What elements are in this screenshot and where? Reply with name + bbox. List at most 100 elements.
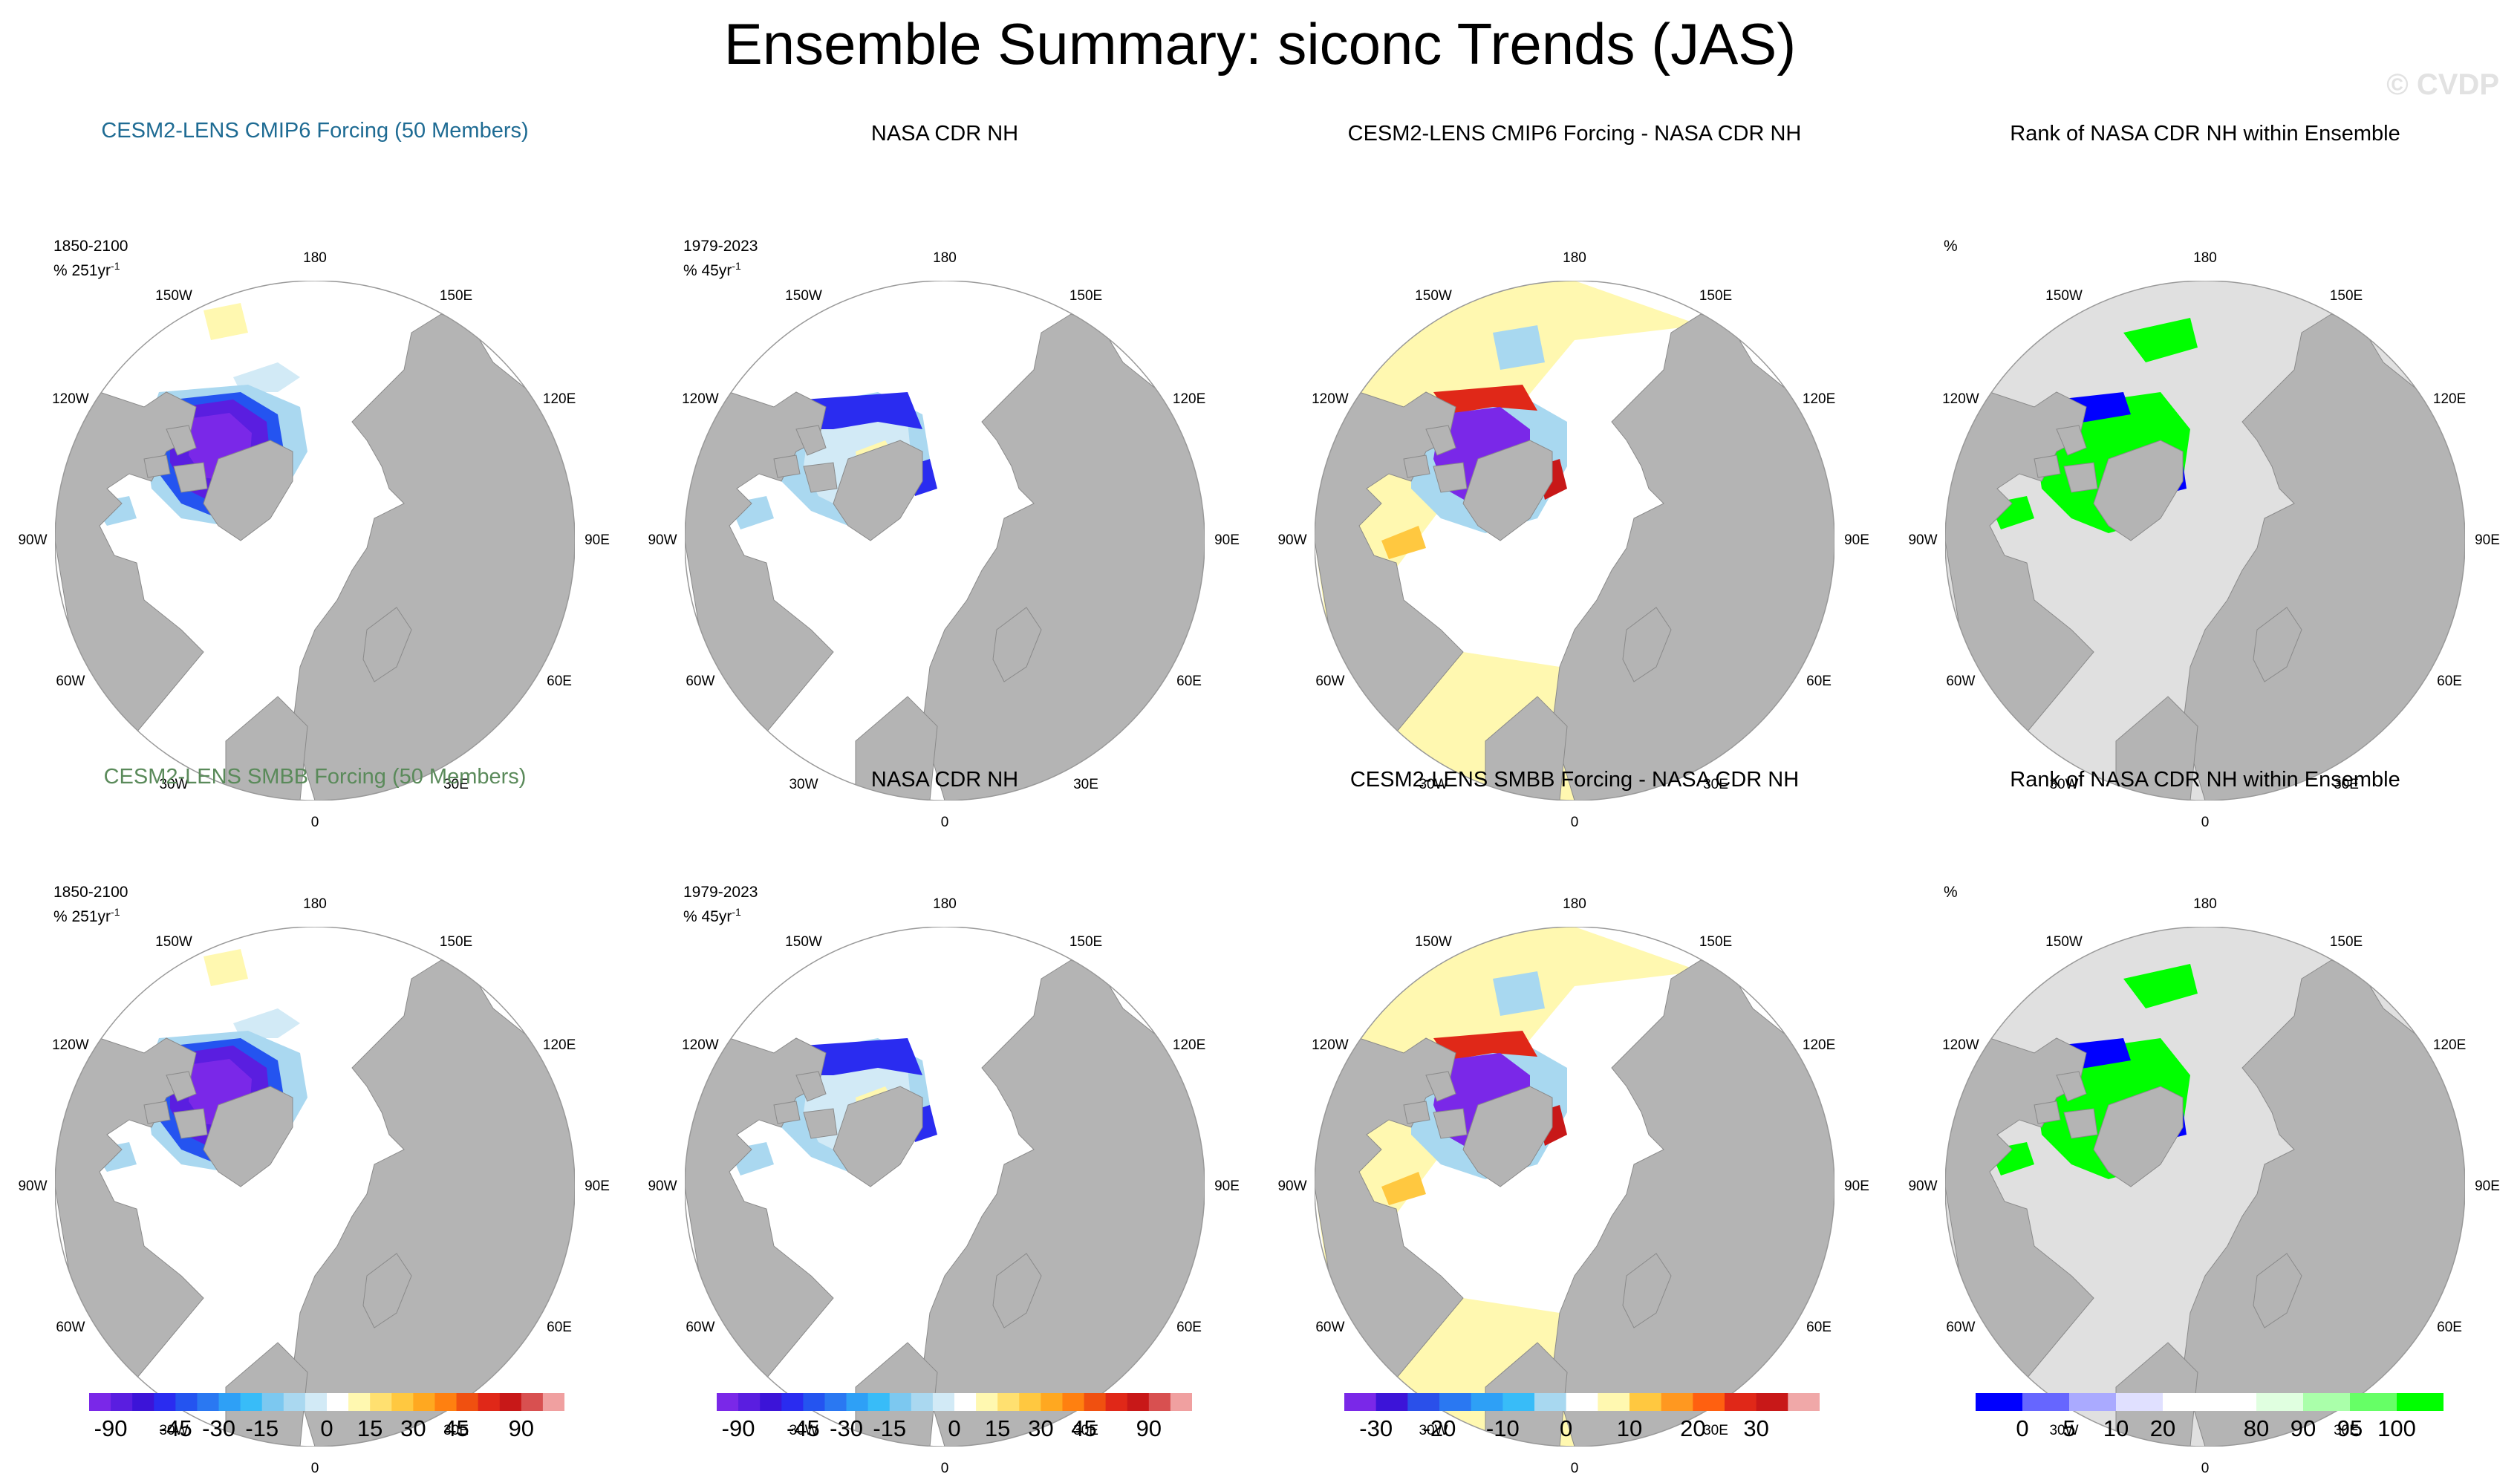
colorbar-label: -15 bbox=[873, 1415, 907, 1441]
lon-label: 30E bbox=[1073, 1423, 1098, 1439]
colorbar-label: -45 bbox=[786, 1415, 820, 1441]
colorbar-swatch bbox=[2069, 1393, 2117, 1411]
lon-label: 30W bbox=[789, 1423, 818, 1439]
colorbar-swatch bbox=[89, 1393, 111, 1411]
colorbar-swatch bbox=[434, 1393, 458, 1411]
lon-label: 0 bbox=[940, 815, 949, 830]
colorbar-swatch bbox=[305, 1393, 328, 1411]
polar-map bbox=[55, 281, 575, 801]
period-label: 1850-2100 bbox=[53, 884, 128, 901]
lon-label: 150E bbox=[439, 933, 473, 950]
colorbar-swatch bbox=[132, 1393, 154, 1411]
map-panel-p11: CESM2-LENS CMIP6 Forcing (50 Members) 185… bbox=[0, 111, 630, 830]
field-region bbox=[1433, 1031, 1537, 1060]
colorbar-swatch bbox=[1598, 1393, 1630, 1411]
land-mass bbox=[143, 1071, 208, 1139]
lon-label: 120W bbox=[52, 391, 89, 407]
land-mass bbox=[2093, 440, 2184, 541]
colorbar-swatch bbox=[867, 1393, 891, 1411]
lon-label: 90E bbox=[2475, 1178, 2500, 1194]
colorbar-swatch bbox=[1344, 1393, 1377, 1411]
lon-label: 60E bbox=[1806, 1320, 1832, 1335]
field-region bbox=[804, 392, 922, 429]
lon-label: 90W bbox=[1277, 532, 1307, 548]
field-region bbox=[233, 362, 300, 392]
colorbar-swatch bbox=[1127, 1393, 1150, 1411]
colorbar-swatch bbox=[2350, 1393, 2397, 1411]
panel-annotation: 1850-2100 % 251yr-1 bbox=[53, 236, 128, 281]
lon-label: 180 bbox=[303, 250, 327, 266]
field-region bbox=[1315, 927, 1701, 1343]
colorbar-swatch bbox=[370, 1393, 392, 1411]
colorbar-swatch bbox=[976, 1393, 998, 1411]
colorbar-label: 30 bbox=[1028, 1415, 1054, 1441]
lon-label: 180 bbox=[1563, 250, 1586, 266]
colorbar-swatch bbox=[1756, 1393, 1788, 1411]
colorbar-label: 90 bbox=[508, 1415, 535, 1441]
figure-title: Ensemble Summary: siconc Trends (JAS) bbox=[723, 11, 1797, 76]
units-label: % 251yr-1 bbox=[53, 906, 120, 925]
colorbar-swatch bbox=[824, 1393, 847, 1411]
map-panel-p13: CESM2-LENS CMIP6 Forcing - NASA CDR NH 18… bbox=[1260, 111, 1889, 830]
polar-map bbox=[1945, 927, 2465, 1447]
lon-label: 120E bbox=[1802, 391, 1836, 407]
colorbar-label: 15 bbox=[356, 1415, 383, 1441]
lon-label: 120E bbox=[2432, 1037, 2467, 1053]
land-mass bbox=[203, 1086, 293, 1187]
colorbar-swatch bbox=[542, 1393, 564, 1411]
lon-label: 150E bbox=[1069, 287, 1103, 304]
colorbar-swatch bbox=[1062, 1393, 1085, 1411]
colorbar-label: 20 bbox=[1680, 1415, 1706, 1441]
land-mass bbox=[203, 440, 293, 541]
field-region bbox=[1381, 526, 1426, 559]
lon-label: 90E bbox=[1214, 532, 1240, 548]
lon-label: 90E bbox=[2475, 532, 2500, 548]
colorbar-swatch bbox=[1471, 1393, 1503, 1411]
field-region bbox=[233, 1008, 300, 1038]
field-region bbox=[1381, 1172, 1426, 1205]
colorbar-swatch bbox=[781, 1393, 804, 1411]
colorbar-swatch bbox=[154, 1393, 176, 1411]
lon-label: 60E bbox=[1176, 674, 1202, 689]
colorbar-swatch bbox=[413, 1393, 435, 1411]
colorbar-swatch bbox=[240, 1393, 263, 1411]
lon-label: 60E bbox=[1806, 674, 1832, 689]
lon-label: 150E bbox=[1699, 287, 1733, 304]
colorbar-swatch bbox=[283, 1393, 306, 1411]
period-label: 1979-2023 bbox=[683, 884, 758, 901]
lon-label: 30W bbox=[159, 1423, 189, 1439]
lon-label: 30E bbox=[1073, 777, 1098, 793]
lon-label: 90W bbox=[1277, 1178, 1307, 1194]
lon-label: 60W bbox=[686, 1320, 715, 1335]
lon-label: 30W bbox=[1419, 1423, 1448, 1439]
colorbar-label: 100 bbox=[2377, 1415, 2416, 1441]
colorbar-label: -20 bbox=[1422, 1415, 1456, 1441]
lon-label: 120E bbox=[542, 1037, 576, 1053]
colorbar-swatch bbox=[911, 1393, 934, 1411]
lon-label: 60E bbox=[2437, 674, 2462, 689]
lon-label: 90W bbox=[648, 532, 677, 548]
polar-map bbox=[1315, 281, 1834, 801]
lon-label: 30E bbox=[1703, 1423, 1728, 1439]
lon-label: 30E bbox=[443, 1423, 469, 1439]
panel-title: NASA CDR NH bbox=[870, 768, 1019, 792]
lon-label: 120E bbox=[1802, 1037, 1836, 1053]
lon-label: 120E bbox=[1172, 1037, 1206, 1053]
lon-label: 60E bbox=[547, 674, 572, 689]
colorbar-swatch bbox=[218, 1393, 241, 1411]
land-mass bbox=[1403, 425, 1468, 493]
lon-label: 150W bbox=[1415, 287, 1452, 304]
lon-label: 0 bbox=[2201, 815, 2210, 830]
land-mass bbox=[992, 1253, 1042, 1328]
colorbar-swatch bbox=[521, 1393, 544, 1411]
lon-label: 150W bbox=[2045, 933, 2083, 950]
colorbar-label: 15 bbox=[984, 1415, 1011, 1441]
colorbar-swatch bbox=[1084, 1393, 1107, 1411]
panel-annotation: 1979-2023 % 45yr-1 bbox=[683, 882, 758, 927]
land-mass bbox=[833, 440, 923, 541]
lon-label: 0 bbox=[1570, 1461, 1579, 1476]
field-region bbox=[2123, 318, 2198, 362]
colorbar-swatch bbox=[954, 1393, 977, 1411]
colorbar-swatch bbox=[1375, 1393, 1408, 1411]
lon-label: 90W bbox=[1908, 1178, 1938, 1194]
